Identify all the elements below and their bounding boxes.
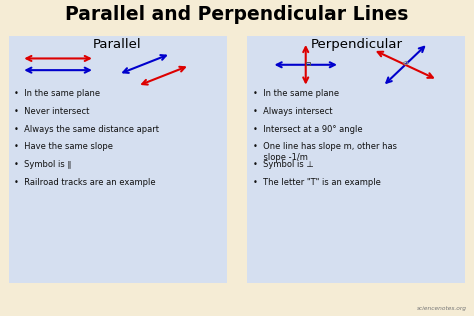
- Text: •  Always the same distance apart: • Always the same distance apart: [14, 125, 159, 133]
- Text: Perpendicular: Perpendicular: [310, 38, 402, 51]
- Text: •  One line has slope m, other has
    slope -1/m: • One line has slope m, other has slope …: [253, 142, 397, 162]
- Text: •  Always intersect: • Always intersect: [253, 107, 333, 116]
- Text: Parallel: Parallel: [93, 38, 142, 51]
- Text: •  Have the same slope: • Have the same slope: [14, 142, 113, 151]
- Bar: [403, 61, 409, 65]
- Bar: [306, 62, 310, 65]
- Text: •  Never intersect: • Never intersect: [14, 107, 90, 116]
- Bar: [9, 36, 227, 283]
- Text: •  Intersect at a 90° angle: • Intersect at a 90° angle: [253, 125, 363, 133]
- Text: sciencenotes.org: sciencenotes.org: [417, 306, 467, 311]
- Bar: [247, 36, 465, 283]
- Text: •  Symbol is ⊥: • Symbol is ⊥: [253, 160, 314, 169]
- Text: •  In the same plane: • In the same plane: [253, 89, 339, 98]
- Text: •  Railroad tracks are an example: • Railroad tracks are an example: [14, 178, 156, 186]
- Text: •  In the same plane: • In the same plane: [14, 89, 100, 98]
- Text: Parallel and Perpendicular Lines: Parallel and Perpendicular Lines: [65, 5, 409, 24]
- Text: •  Symbol is ∥: • Symbol is ∥: [14, 160, 72, 169]
- Text: •  The letter "T" is an example: • The letter "T" is an example: [253, 178, 381, 186]
